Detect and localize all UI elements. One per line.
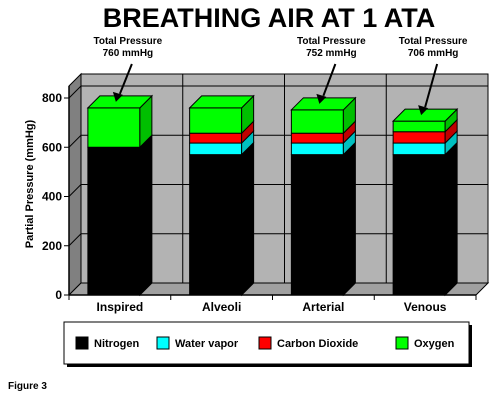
axes: [68, 86, 477, 300]
y-axis-label: Partial Pressure (mmHg): [24, 119, 36, 248]
bar-venous-oxygen-top: [391, 108, 459, 122]
bar-venous-carbon-dioxide: [392, 131, 446, 144]
legend: Nitrogen Water vapor Carbon Dioxide Oxygen: [63, 321, 472, 367]
annotation-text: Total Pressure: [297, 36, 366, 47]
bar-inspired-nitrogen-side: [139, 134, 153, 297]
bar-alveoli-nitrogen: [189, 154, 243, 296]
side-wall: [68, 72, 82, 297]
bar-arterial-carbon-dioxide: [290, 132, 344, 144]
bar-arterial-oxygen-top: [290, 97, 357, 111]
bar-venous-nitrogen-side: [444, 141, 458, 297]
legend-swatch-nitrogen: [75, 336, 89, 350]
bar-group-alveoli: [188, 94, 255, 297]
y-tick-label: 400: [42, 190, 62, 204]
legend-swatch-carbon-dioxide: [258, 336, 272, 350]
annotation-arrow-head: [316, 93, 327, 104]
legend-label-oxygen: Oxygen: [414, 338, 455, 350]
annotation-text: 752 mmHg: [306, 48, 357, 59]
annotation-text: 706 mmHg: [408, 48, 459, 59]
y-gridline-depth: [68, 134, 82, 148]
bars: [86, 94, 459, 297]
bar-inspired-oxygen: [87, 107, 141, 148]
annotation-text: Total Pressure: [399, 36, 468, 47]
bar-arterial-oxygen: [290, 109, 344, 134]
y-gridline-depth: [68, 85, 82, 99]
bar-alveoli-nitrogen-side: [241, 141, 255, 297]
annotation-arrow-line: [118, 63, 133, 95]
bar-inspired-oxygen-top: [86, 95, 154, 109]
figure-caption: Figure 3: [8, 381, 47, 392]
annotation-text: Total Pressure: [94, 36, 163, 47]
y-tick-label: 0: [55, 288, 62, 302]
bar-group-venous: [391, 107, 459, 297]
bar-group-arterial: [290, 96, 357, 297]
bar-alveoli-water-vapor: [189, 142, 243, 156]
annotation-arrow-head: [418, 105, 429, 116]
y-tick-labels: 0 200 400 600 800: [42, 91, 69, 302]
bar-venous-water-vapor: [392, 142, 446, 156]
bar-alveoli-oxygen: [189, 107, 243, 134]
legend-label-nitrogen: Nitrogen: [94, 338, 140, 350]
legend-label-water-vapor: Water vapor: [175, 338, 239, 350]
x-tick-label-alveoli: Alveoli: [202, 300, 241, 314]
bar-arterial-nitrogen: [290, 154, 344, 296]
bar-arterial-water-vapor: [290, 142, 344, 156]
legend-label-carbon-dioxide: Carbon Dioxide: [277, 338, 358, 350]
y-tick-label: 800: [42, 91, 62, 105]
bar-venous-oxygen: [392, 120, 446, 133]
annotation-arrow-line: [424, 63, 439, 108]
bar-venous-nitrogen: [392, 154, 446, 296]
legend-swatch-oxygen: [395, 336, 409, 350]
y-gridline-depth: [68, 233, 82, 247]
x-tick-label-arterial: Arterial: [302, 300, 344, 314]
bar-inspired-nitrogen: [87, 146, 141, 296]
annotation-arrow-line: [322, 63, 337, 97]
bar-alveoli-carbon-dioxide: [189, 132, 243, 144]
bar-arterial-nitrogen-side: [342, 141, 356, 297]
legend-swatch-water-vapor: [156, 336, 170, 350]
annotation-text: 760 mmHg: [103, 48, 154, 59]
x-tick-labels: Inspired Alveoli Arterial Venous: [97, 300, 447, 314]
bar-group-inspired: [86, 94, 154, 297]
x-tick-label-venous: Venous: [404, 300, 447, 314]
y-tick-label: 200: [42, 239, 62, 253]
y-gridline-depth: [68, 184, 82, 197]
annotation-arrow-head: [112, 91, 123, 102]
bar-alveoli-oxygen-top: [188, 95, 255, 109]
chart-title: BREATHING AIR AT 1 ATA: [103, 3, 435, 33]
y-tick-label: 600: [42, 140, 62, 154]
x-tick-label-inspired: Inspired: [97, 300, 144, 314]
